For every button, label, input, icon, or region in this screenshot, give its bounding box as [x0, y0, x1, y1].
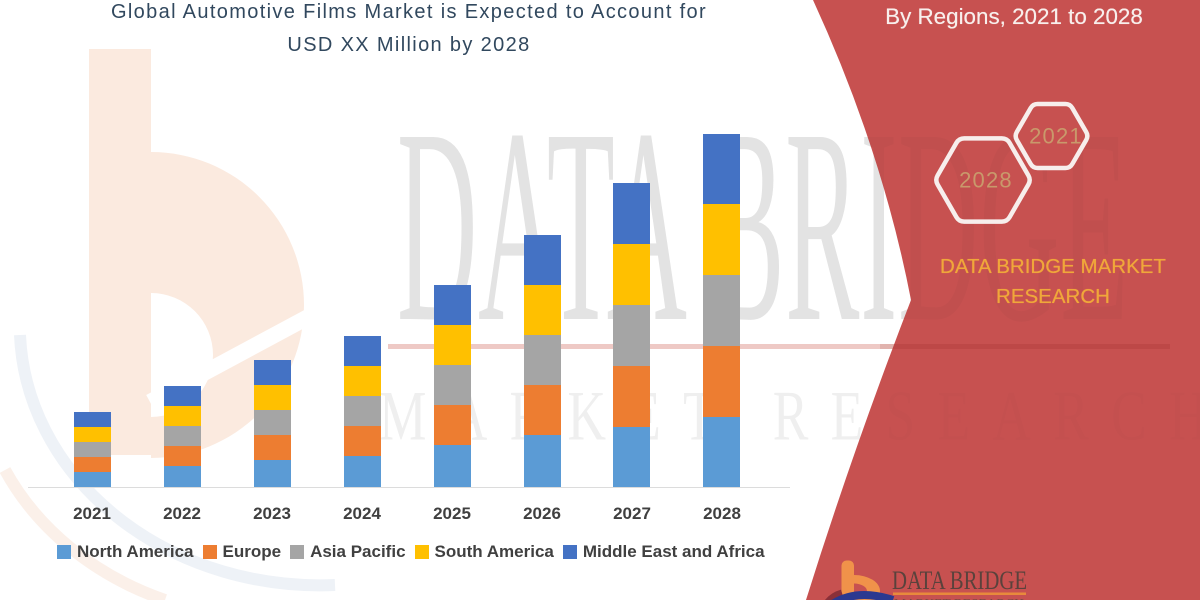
svg-text:2028: 2028 — [959, 168, 1013, 193]
svg-text:MARKET RESEARCH: MARKET RESEARCH — [894, 597, 1024, 600]
svg-text:DATA BRIDGE: DATA BRIDGE — [892, 566, 1027, 595]
svg-text:2021: 2021 — [1029, 124, 1083, 149]
